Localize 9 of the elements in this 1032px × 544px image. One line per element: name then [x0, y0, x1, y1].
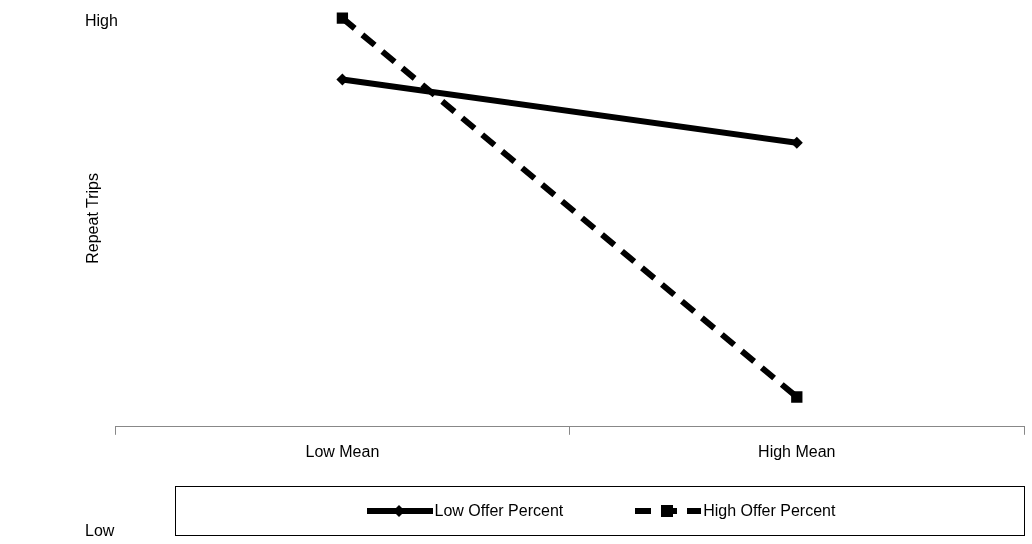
point — [791, 391, 803, 403]
y-axis-title: Repeat Trips — [84, 173, 102, 264]
legend-label: Low Offer Percent — [434, 502, 564, 520]
x-tick-label: High Mean — [758, 442, 836, 460]
point — [336, 12, 349, 24]
x-tick-label: Low Mean — [305, 442, 380, 460]
annotation: High — [85, 12, 118, 30]
text: Low — [85, 522, 115, 540]
legend-label: High Offer Percent — [703, 502, 836, 520]
